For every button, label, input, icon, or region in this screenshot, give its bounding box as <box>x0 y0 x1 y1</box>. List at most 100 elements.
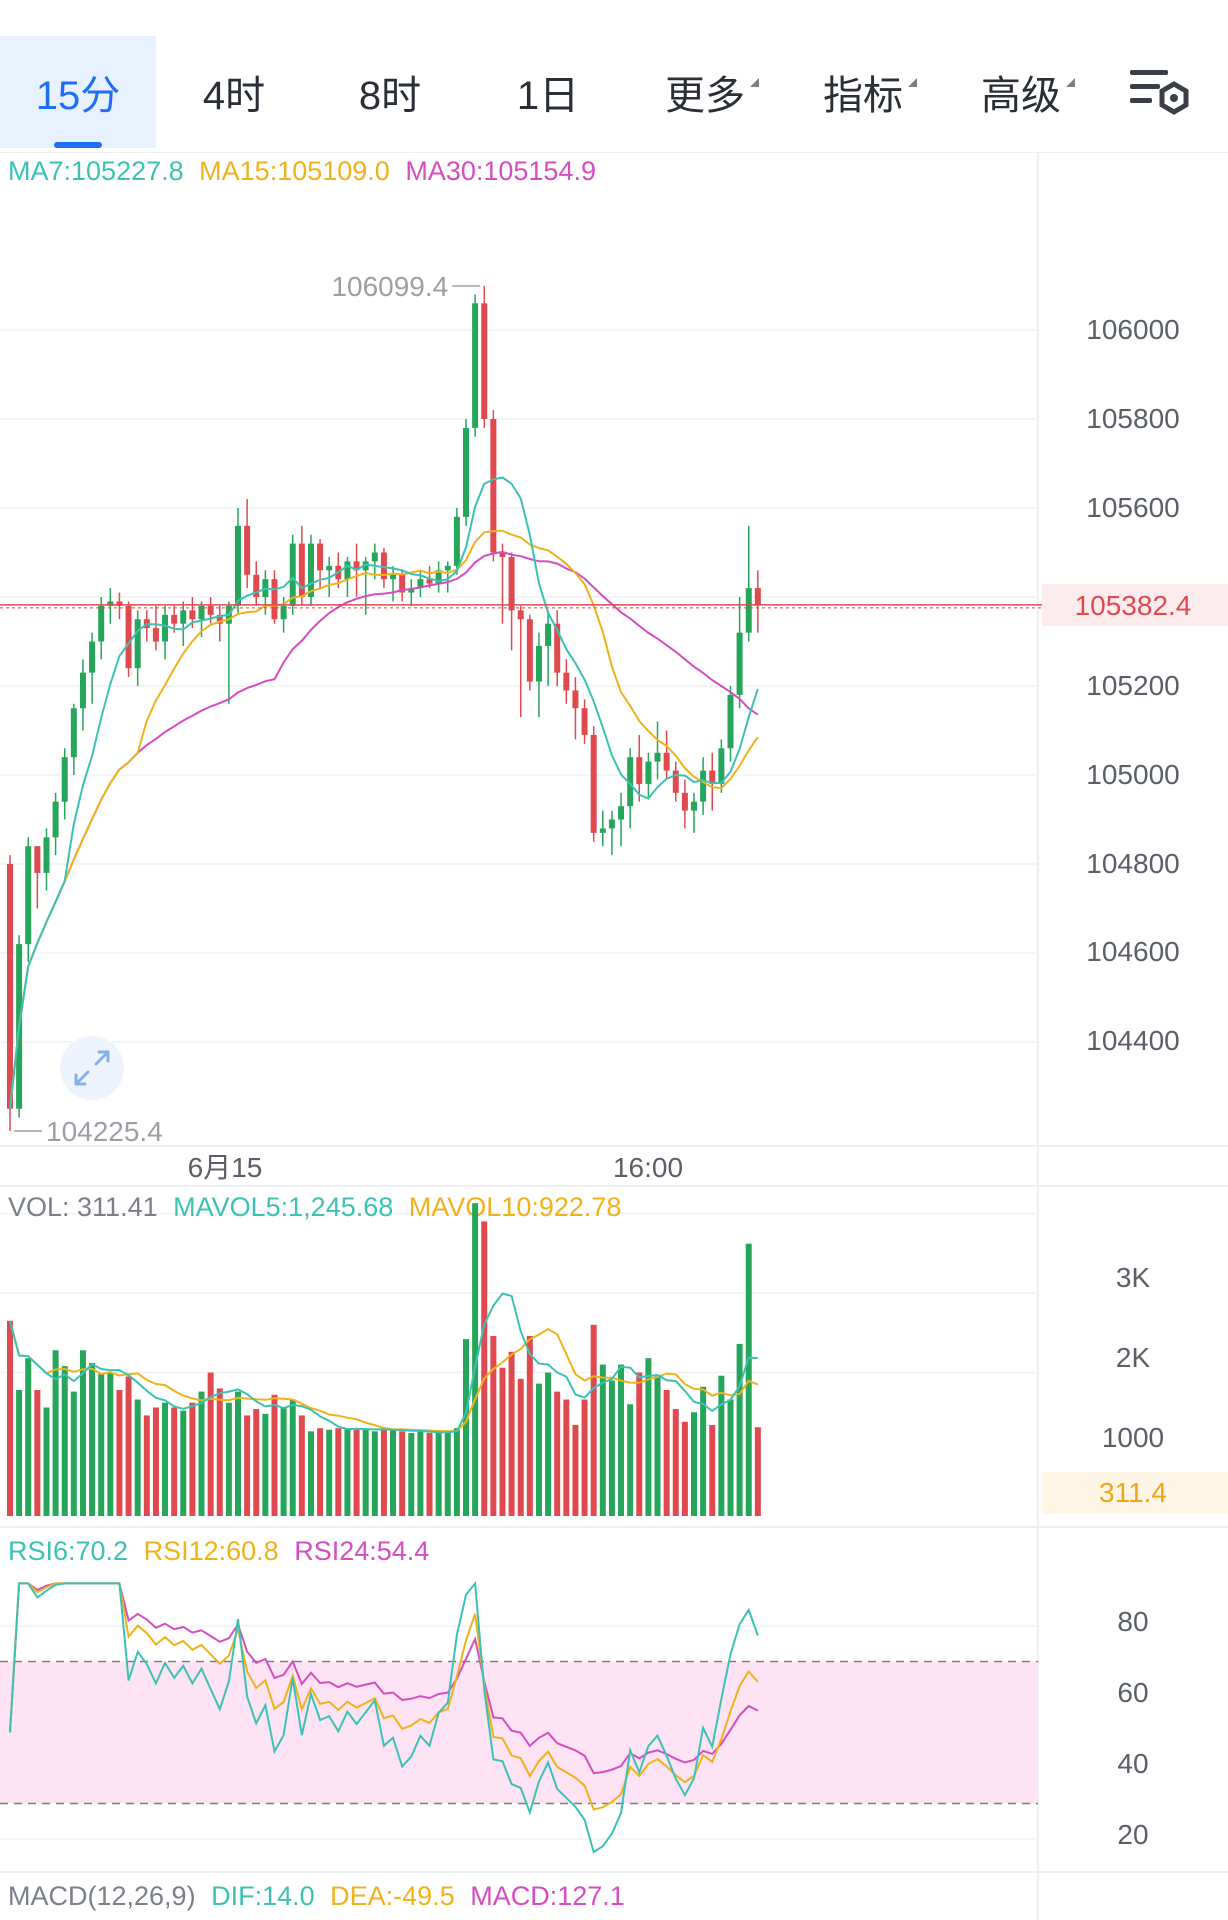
ma-legend: MA7:105227.8 MA15:105109.0 MA30:105154.9 <box>8 156 596 186</box>
candle-body <box>663 752 670 771</box>
volume-bar <box>353 1429 360 1516</box>
tab-1d[interactable]: 1日 <box>488 36 608 148</box>
volume-legend: VOL: 311.41 MAVOL5:1,245.68 MAVOL10:922.… <box>8 1192 621 1222</box>
volume-bar <box>98 1374 105 1516</box>
volume-bar <box>171 1407 178 1516</box>
candle-body <box>627 757 634 807</box>
last-volume-label: 311.4 <box>1099 1477 1167 1508</box>
tab-indicators[interactable]: 指标 <box>808 36 918 148</box>
volume-bar <box>399 1431 406 1516</box>
candle-body <box>426 579 433 584</box>
volume-bar <box>317 1428 324 1516</box>
rsi6-value: RSI6:70.2 <box>8 1536 128 1566</box>
candle-body <box>98 605 105 642</box>
tab-indicators-text: 指标 <box>823 74 903 118</box>
candle-body <box>253 574 260 597</box>
candle-body <box>7 864 13 1109</box>
volume-bar <box>563 1399 570 1516</box>
tab-15min[interactable]: 15分 <box>0 36 156 148</box>
volume-bar <box>472 1203 479 1516</box>
volume-bar <box>344 1428 351 1516</box>
volume-bar <box>79 1350 86 1516</box>
volume-bar <box>554 1391 561 1516</box>
volume-bar <box>25 1358 32 1516</box>
candle-body <box>298 543 305 597</box>
candle-body <box>736 632 743 695</box>
rsi-legend: RSI6:70.2 RSI12:60.8 RSI24:54.4 <box>8 1536 429 1566</box>
tab-1d-label: 1日 <box>516 74 580 118</box>
chart-settings-icon[interactable] <box>1128 66 1192 118</box>
candle-body <box>216 614 223 624</box>
candle-body <box>599 828 606 833</box>
volume-bar <box>627 1404 634 1516</box>
volume-bar <box>143 1415 150 1516</box>
ma15-line <box>9 529 759 1109</box>
volume-bar <box>70 1391 77 1516</box>
volume-bar <box>262 1413 269 1516</box>
volume-bar <box>736 1343 743 1516</box>
candle-body <box>590 734 597 833</box>
tab-more[interactable]: 更多 <box>650 36 760 148</box>
volume-bar <box>16 1389 23 1516</box>
candle-body <box>654 752 661 762</box>
candle-body <box>180 610 187 624</box>
volume-bar <box>718 1375 725 1516</box>
volume-bar <box>162 1402 169 1516</box>
mavol10-line <box>9 1320 759 1433</box>
candle-body <box>52 801 59 838</box>
candle-body <box>618 806 625 820</box>
candle-body <box>235 525 241 606</box>
price-grid <box>0 329 1038 1043</box>
volume-bar <box>362 1429 369 1516</box>
volume-bar <box>709 1424 716 1516</box>
volume-bar <box>253 1409 260 1516</box>
volume-bar <box>43 1407 50 1516</box>
tab-more-text: 更多 <box>665 74 745 118</box>
last-volume-badge <box>1042 1472 1228 1514</box>
volume-bar <box>654 1375 661 1516</box>
tab-8h[interactable]: 8时 <box>330 36 450 148</box>
volume-bar <box>326 1429 333 1516</box>
candle-body <box>289 543 296 606</box>
tab-4h[interactable]: 4时 <box>174 36 294 148</box>
volume-bar <box>727 1399 734 1516</box>
mavol5-line <box>9 1292 758 1434</box>
candle-body <box>581 708 588 735</box>
volume-tick: 2K <box>1116 1342 1151 1373</box>
tab-advanced-text: 高级 <box>981 74 1061 118</box>
candle-body <box>399 574 406 593</box>
dropdown-triangle-icon <box>908 78 917 87</box>
candle-body <box>244 525 251 575</box>
volume-bar <box>7 1320 13 1516</box>
expand-arrows-icon[interactable] <box>60 1036 124 1100</box>
candle-body <box>43 837 50 873</box>
candle-body <box>435 570 442 584</box>
volume-bar <box>107 1372 114 1516</box>
candle-body <box>280 605 287 620</box>
rsi12-value: RSI12:60.8 <box>144 1536 279 1566</box>
time-axis-label: 6月15 <box>188 1152 263 1183</box>
volume-bar <box>271 1394 278 1516</box>
tab-advanced[interactable]: 高级 <box>966 36 1076 148</box>
rsi24-value: RSI24:54.4 <box>294 1536 429 1566</box>
candle-body <box>326 565 333 571</box>
candle-body <box>672 770 679 793</box>
rsi24-line <box>9 1582 759 1775</box>
volume-bar <box>34 1389 41 1516</box>
ma30-line <box>9 550 759 1109</box>
vol-value: VOL: 311.41 <box>8 1192 158 1222</box>
volume-bar <box>526 1335 533 1516</box>
candle-body <box>645 761 652 784</box>
tab-more-label: 更多 <box>665 63 759 121</box>
time-axis-label: 16:00 <box>613 1152 683 1183</box>
candle-body <box>481 303 488 419</box>
candle-body <box>444 565 451 571</box>
volume-bar <box>691 1412 697 1516</box>
volume-bar <box>581 1399 588 1516</box>
volume-bar <box>636 1372 643 1516</box>
ma7-value: MA7:105227.8 <box>8 156 184 186</box>
candle-body <box>362 561 369 571</box>
dropdown-triangle-icon <box>1066 78 1075 87</box>
volume-bar <box>463 1339 469 1516</box>
